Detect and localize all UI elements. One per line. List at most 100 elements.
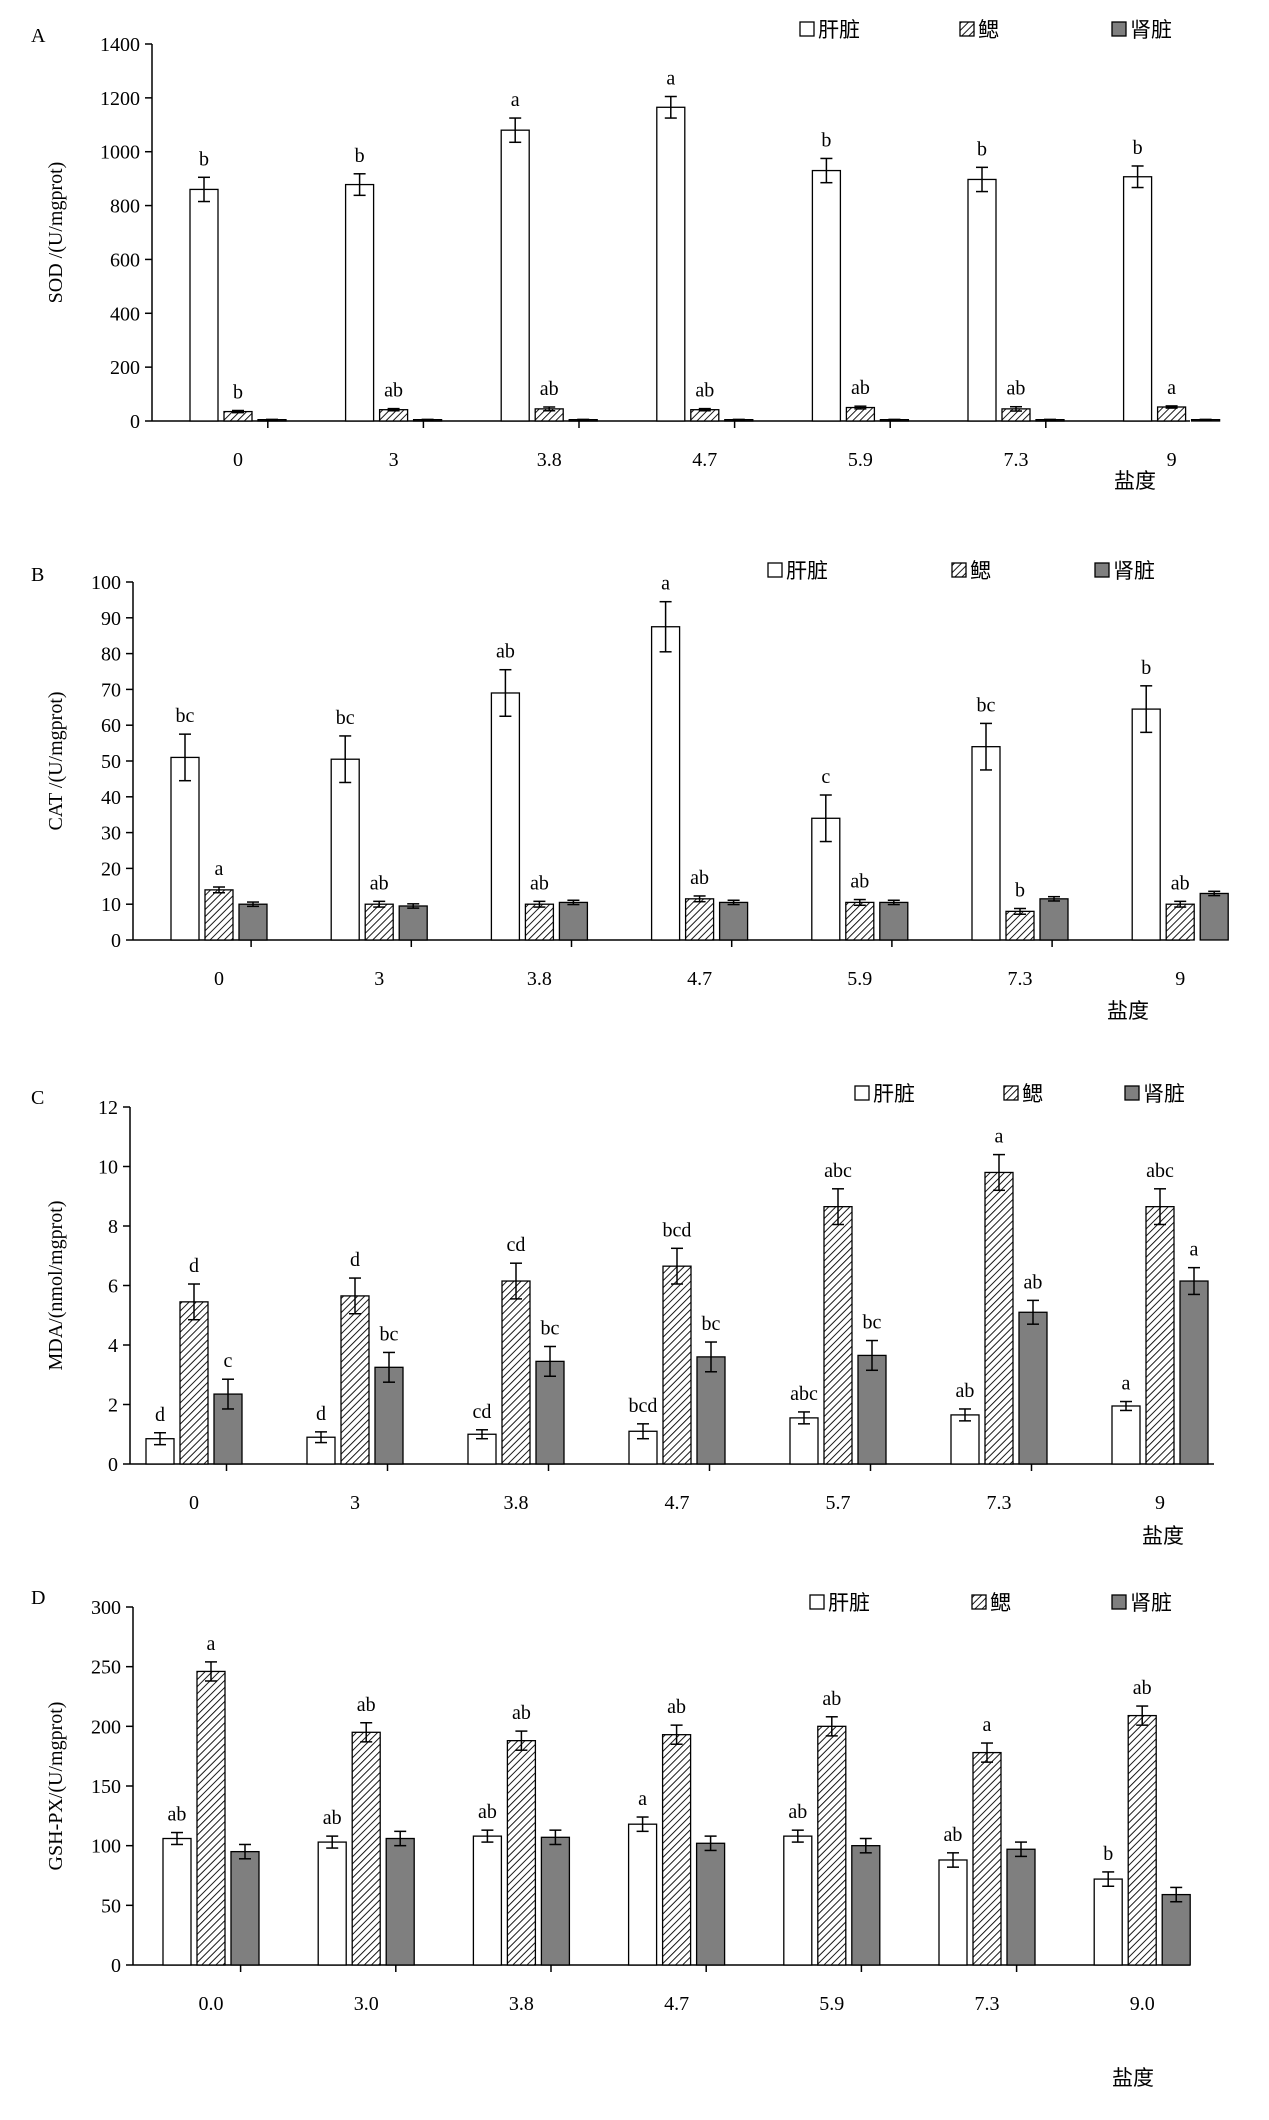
x-tick-label: 5.9 bbox=[847, 968, 872, 990]
y-tick-label: 400 bbox=[110, 303, 140, 325]
bar-liver bbox=[317, 1841, 347, 1966]
bar-gill bbox=[196, 1670, 226, 1966]
y-tick-label: 600 bbox=[110, 249, 140, 271]
significance-label: abc bbox=[1146, 1160, 1174, 1182]
significance-label: ab bbox=[530, 872, 549, 894]
y-tick-label: 60 bbox=[101, 715, 121, 737]
legend-swatch-gill bbox=[1003, 1085, 1019, 1101]
y-tick-label: 40 bbox=[101, 787, 121, 809]
bar-liver bbox=[938, 1859, 968, 1966]
legend-label: 肾脏 bbox=[1143, 1082, 1185, 1106]
x-tick-label: 3 bbox=[389, 449, 399, 471]
significance-label: bc bbox=[380, 1323, 399, 1345]
bar-kidney bbox=[718, 901, 749, 941]
y-axis-label: GSH-PX/(U/mgprot) bbox=[45, 1702, 67, 1871]
significance-label: a bbox=[215, 858, 224, 880]
significance-label: ab bbox=[851, 377, 870, 399]
y-tick-label: 0 bbox=[130, 411, 140, 433]
significance-label: bc bbox=[541, 1317, 560, 1339]
panel-letter: D bbox=[31, 1587, 45, 1609]
significance-label: b bbox=[821, 129, 831, 151]
x-tick-label: 5.9 bbox=[848, 449, 873, 471]
bar-kidney bbox=[695, 1842, 726, 1966]
y-tick-label: 800 bbox=[110, 196, 140, 218]
significance-label: ab bbox=[1024, 1271, 1043, 1293]
significance-label: bc bbox=[863, 1312, 882, 1334]
legend-label: 肾脏 bbox=[1130, 1591, 1172, 1615]
legend-swatch-kidney bbox=[1111, 21, 1127, 37]
significance-label: c bbox=[821, 766, 830, 788]
bar-gill bbox=[1165, 903, 1195, 941]
significance-label: ab bbox=[496, 641, 515, 663]
x-tick-label: 0 bbox=[214, 968, 224, 990]
significance-label: a bbox=[666, 68, 675, 90]
bar-kidney bbox=[540, 1836, 571, 1966]
significance-label: cd bbox=[473, 1401, 492, 1423]
significance-label: a bbox=[983, 1714, 992, 1736]
bar-liver bbox=[783, 1835, 813, 1966]
x-axis-label: 盐度 bbox=[1114, 469, 1156, 493]
significance-label: ab bbox=[944, 1824, 963, 1846]
bar-liver bbox=[1122, 176, 1153, 422]
significance-label: b bbox=[1015, 879, 1025, 901]
legend-swatch-kidney bbox=[1111, 1594, 1127, 1610]
y-tick-label: 20 bbox=[101, 858, 121, 880]
y-tick-label: 1200 bbox=[100, 88, 140, 110]
significance-label: d bbox=[350, 1249, 360, 1271]
bar-liver bbox=[627, 1823, 658, 1966]
x-tick-label: 3.8 bbox=[509, 1993, 534, 2015]
significance-label: b bbox=[1133, 137, 1143, 159]
bar-gill bbox=[972, 1751, 1002, 1966]
significance-label: ab bbox=[788, 1801, 807, 1823]
bar-liver bbox=[971, 746, 1001, 941]
legend-swatch-kidney bbox=[1124, 1085, 1140, 1101]
significance-label: a bbox=[661, 573, 670, 595]
significance-label: bc bbox=[176, 705, 195, 727]
bar-gill bbox=[1127, 1714, 1157, 1966]
y-tick-label: 200 bbox=[91, 1716, 121, 1738]
x-tick-label: 4.7 bbox=[664, 1993, 689, 2015]
y-axis-label: SOD /(U/mgprot) bbox=[45, 162, 67, 304]
panel-letter: A bbox=[31, 25, 46, 47]
legend-swatch-liver bbox=[809, 1594, 825, 1610]
significance-label: bc bbox=[336, 707, 355, 729]
bar-liver bbox=[472, 1835, 503, 1966]
bar-gill bbox=[984, 1171, 1014, 1465]
x-tick-label: 3.8 bbox=[504, 1492, 529, 1514]
significance-label: ab bbox=[1007, 378, 1026, 400]
significance-label: ab bbox=[956, 1380, 975, 1402]
y-tick-label: 50 bbox=[101, 1895, 121, 1917]
x-tick-label: 3.0 bbox=[354, 1993, 379, 2015]
bar-gill bbox=[823, 1206, 853, 1465]
bar-kidney bbox=[851, 1845, 881, 1966]
significance-label: c bbox=[224, 1350, 233, 1372]
x-tick-label: 4.7 bbox=[692, 449, 717, 471]
significance-label: bcd bbox=[629, 1395, 658, 1417]
bar-liver bbox=[490, 692, 521, 941]
legend-label: 肾脏 bbox=[1130, 18, 1172, 42]
panel-D-chart: D 0 50 100 150 200 250 300 GSH-PX/(U/mgprot) 0.0 a… bbox=[31, 1587, 1191, 2090]
significance-label: a bbox=[1122, 1373, 1131, 1395]
y-tick-label: 80 bbox=[101, 644, 121, 666]
significance-label: ab bbox=[1171, 872, 1190, 894]
panel-A-chart: A 0 200 400 600 800 1000 1200 1400 SOD /(U/mgprot… bbox=[31, 18, 1221, 493]
significance-label: a bbox=[511, 89, 520, 111]
bar-liver bbox=[811, 169, 842, 422]
significance-label: ab bbox=[357, 1694, 376, 1716]
bar-gill bbox=[351, 1731, 381, 1966]
legend-label: 肝脏 bbox=[786, 559, 828, 583]
bar-gill bbox=[501, 1280, 531, 1465]
x-tick-label: 0 bbox=[189, 1492, 199, 1514]
bar-liver bbox=[330, 758, 360, 941]
x-tick-label: 4.7 bbox=[665, 1492, 690, 1514]
legend-swatch-gill bbox=[959, 21, 975, 37]
y-tick-label: 8 bbox=[108, 1216, 118, 1238]
y-tick-label: 4 bbox=[108, 1335, 118, 1357]
x-tick-label: 3.8 bbox=[527, 968, 552, 990]
significance-label: bc bbox=[702, 1313, 721, 1335]
bar-kidney bbox=[1039, 898, 1069, 941]
bar-kidney bbox=[879, 901, 909, 941]
y-tick-label: 200 bbox=[110, 357, 140, 379]
y-tick-label: 90 bbox=[101, 608, 121, 630]
legend-label: 肝脏 bbox=[818, 18, 860, 42]
